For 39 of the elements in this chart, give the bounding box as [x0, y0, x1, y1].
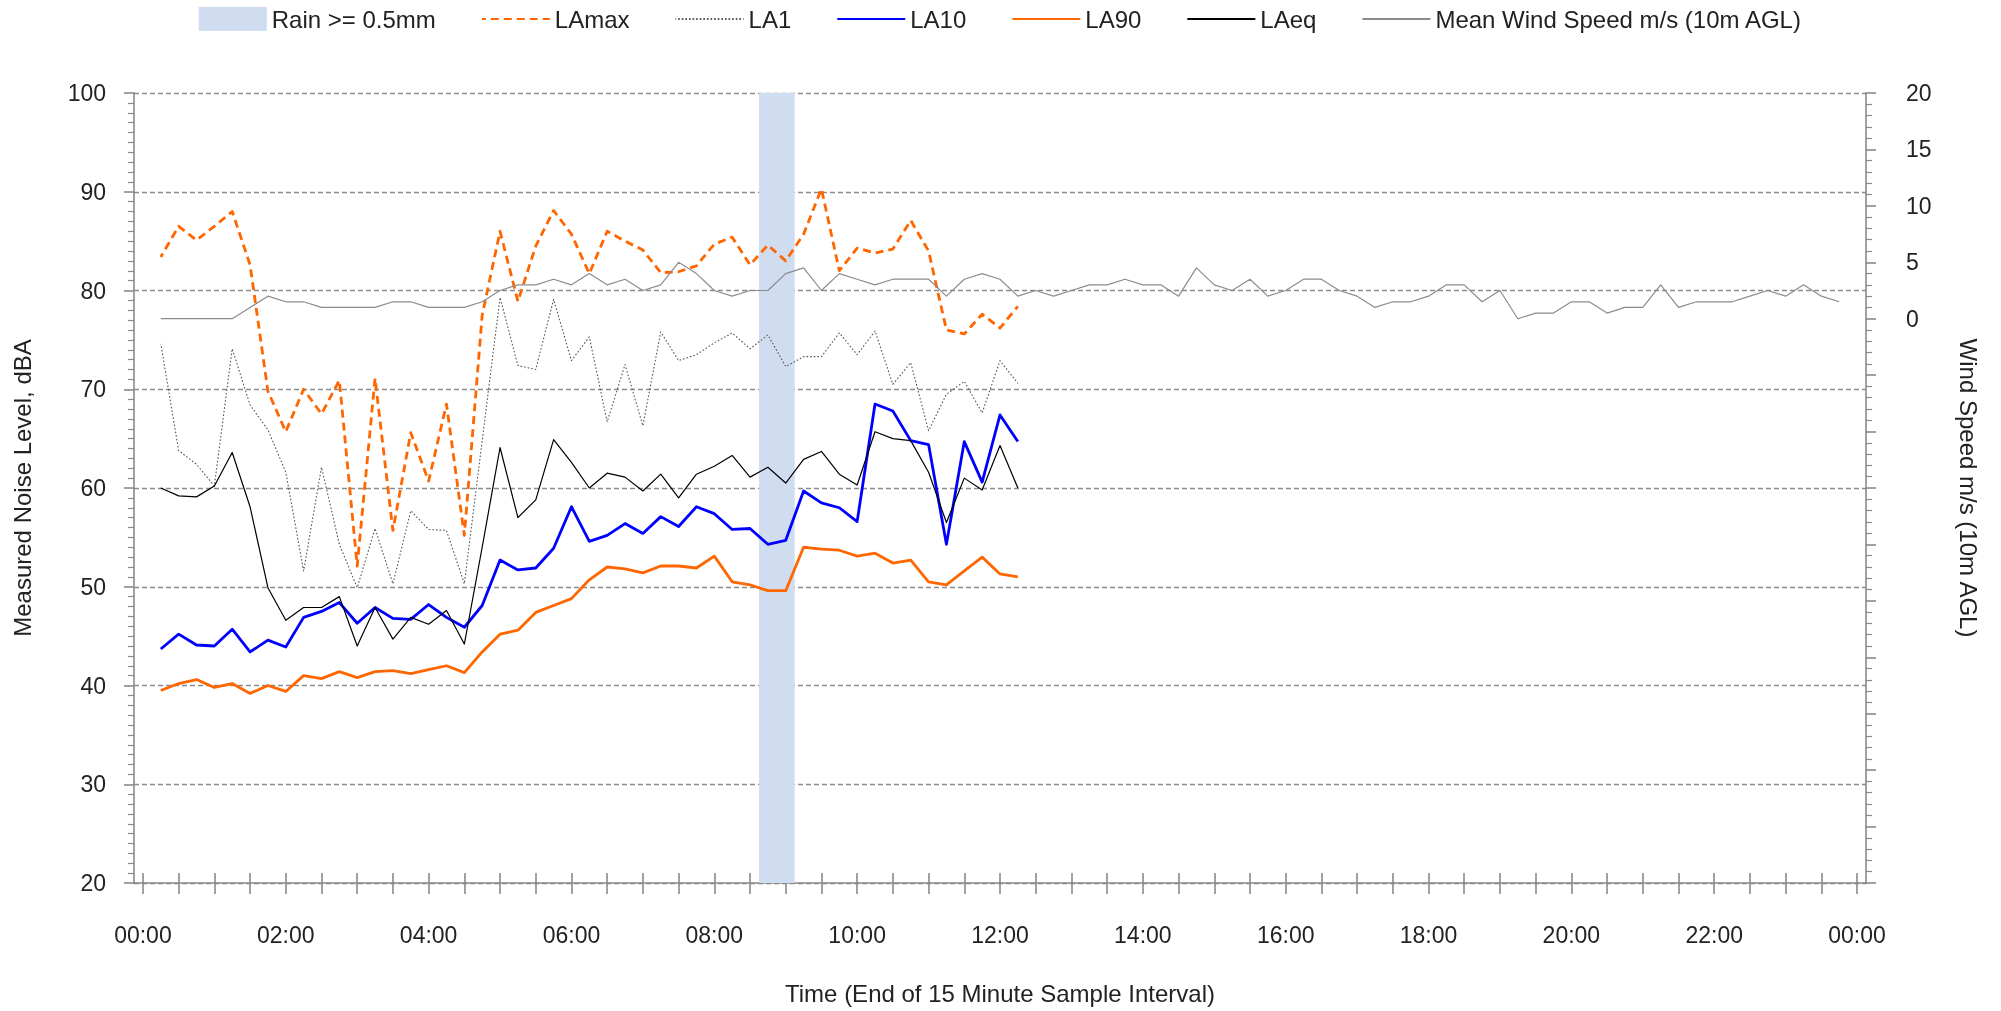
y2-axis-title: Wind Speed m/s (10m AGL)	[1954, 338, 1982, 638]
x-tick-label: 00:00	[1828, 921, 1886, 948]
x-tick-label: 16:00	[1256, 921, 1315, 948]
line-series	[159, 545, 1020, 695]
y2-tick-label: 20	[1906, 80, 1932, 106]
x-tick-label: 02:00	[256, 921, 315, 948]
x-tick-label: 12:00	[971, 921, 1029, 948]
legend-label: LAmax	[554, 5, 630, 33]
legend-label: LA90	[1085, 5, 1142, 33]
x-tick-label: 18:00	[1399, 921, 1458, 948]
x-tick-label: 08:00	[685, 921, 744, 948]
legend-label: LA1	[748, 5, 792, 33]
y-tick-label: 80	[80, 277, 106, 304]
y2-tick-label: 15	[1906, 136, 1932, 163]
y-axis-title: Measured Noise Level, dBA	[8, 339, 36, 637]
legend-label: LAeq	[1260, 5, 1317, 33]
y2-tick-label: 5	[1906, 249, 1919, 276]
y-tick-label: 90	[80, 178, 106, 205]
x-tick-label: 06:00	[542, 921, 601, 948]
x-axis-title: Time (End of 15 Minute Sample Interval)	[785, 979, 1215, 1007]
y-tick-label: 60	[80, 475, 106, 501]
y-tick-label: 100	[67, 80, 106, 106]
x-tick-label: 00:00	[114, 921, 172, 948]
line-series	[160, 296, 1019, 589]
y-tick-label: 70	[80, 376, 106, 403]
y2-tick-label: 0	[1906, 305, 1919, 332]
x-tick-label: 10:00	[828, 921, 886, 948]
legend-label: Rain >= 0.5mm	[271, 5, 436, 33]
y-tick-label: 20	[80, 870, 106, 896]
y-tick-label: 50	[80, 573, 106, 600]
legend-label: Mean Wind Speed m/s (10m AGL)	[1435, 5, 1801, 33]
x-tick-label: 20:00	[1542, 921, 1601, 948]
y2-tick-label: 10	[1906, 192, 1932, 219]
y-tick-label: 30	[80, 771, 106, 798]
x-tick-label: 04:00	[399, 921, 458, 948]
y-tick-label: 40	[80, 672, 106, 699]
x-tick-label: 22:00	[1685, 921, 1744, 948]
x-tick-label: 14:00	[1114, 921, 1172, 948]
legend-label: LA10	[910, 5, 967, 33]
